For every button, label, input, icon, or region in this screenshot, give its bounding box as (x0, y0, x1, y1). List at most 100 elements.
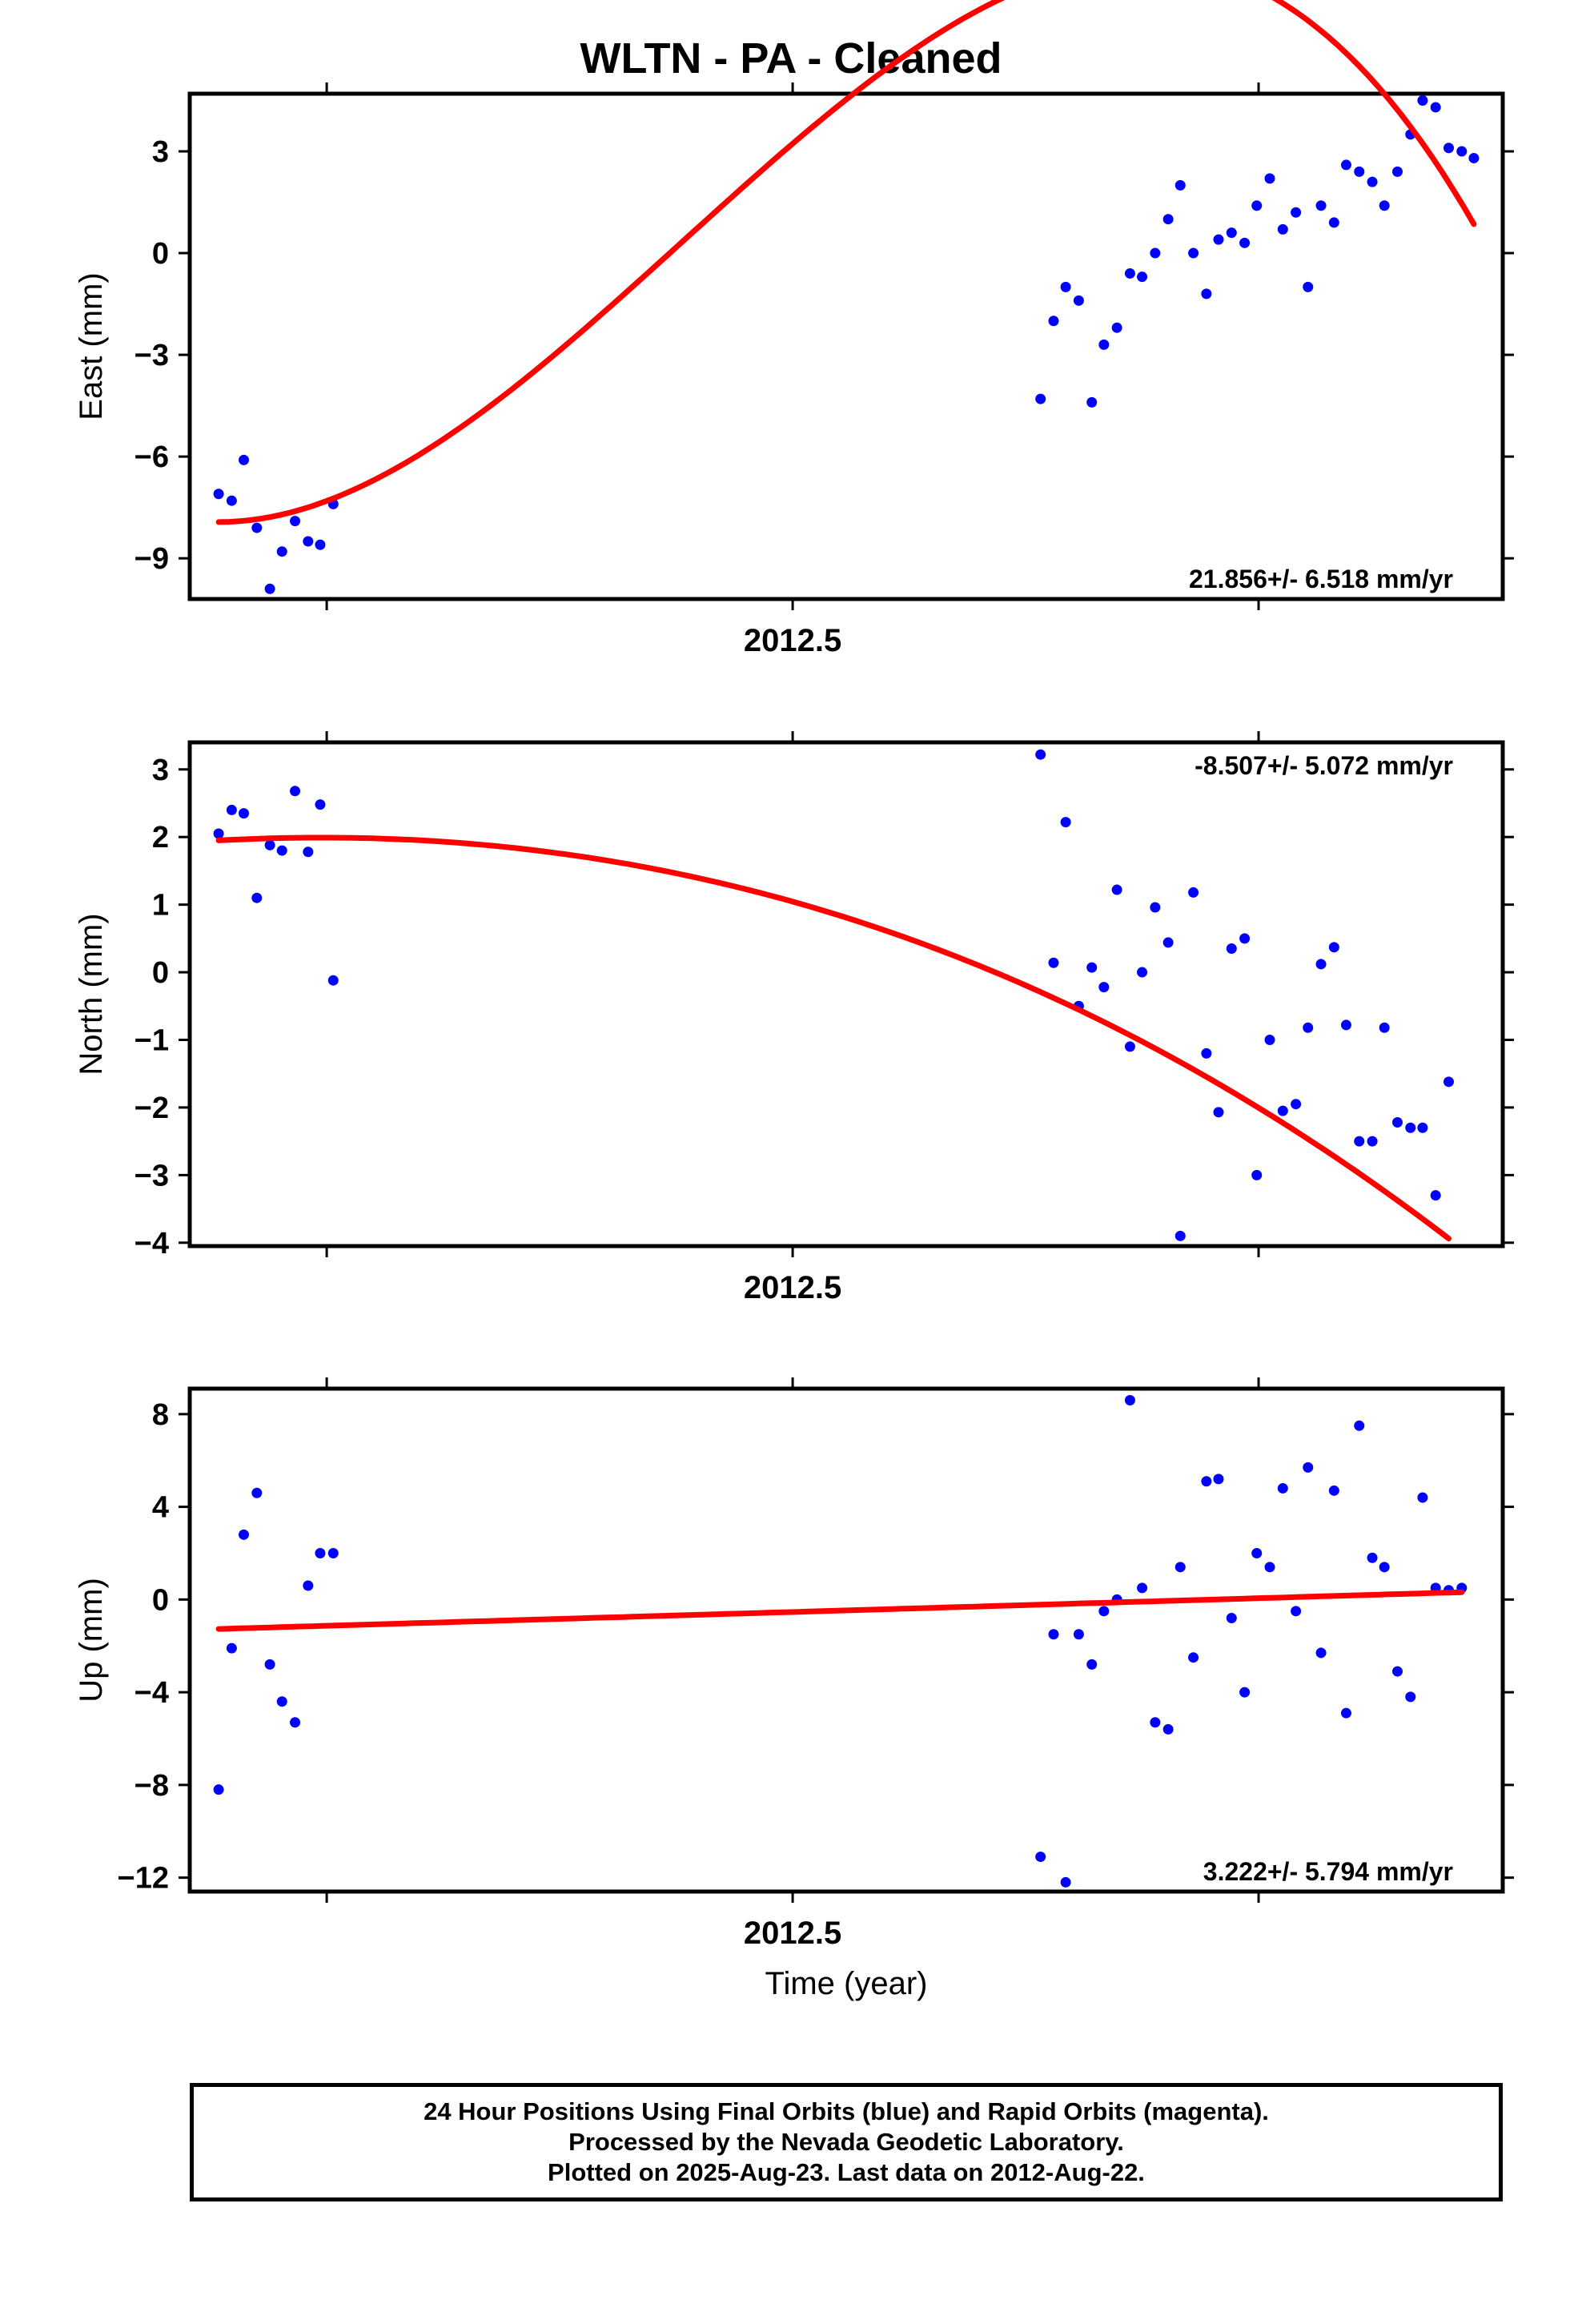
y-axis-label: East (mm) (74, 272, 109, 420)
data-point (1417, 1492, 1428, 1503)
data-point (303, 536, 314, 547)
data-point (1367, 1136, 1378, 1147)
data-point (1367, 176, 1378, 187)
data-point (1391, 1666, 1403, 1677)
y-tick-label: −1 (135, 1023, 169, 1057)
east-panel: 3 0 −3 −6 −9 2012.5 East (mm) 21.856+/- 6.518 m… (74, 0, 1514, 658)
data-point (1060, 281, 1071, 292)
x-tick-label: 2012.5 (744, 623, 841, 658)
data-point (1328, 942, 1339, 953)
data-point (1379, 200, 1390, 211)
page-title: WLTN - PA - Cleaned (580, 34, 1002, 82)
data-point (1264, 173, 1275, 184)
rate-label: -8.507+/- 5.072 mm/yr (1195, 751, 1453, 780)
y-tick-label: 8 (152, 1398, 169, 1432)
data-point (239, 454, 250, 465)
data-point (1277, 1482, 1288, 1494)
data-point (1315, 1647, 1327, 1659)
y-tick-label: 2 (152, 821, 169, 854)
data-point (1379, 1562, 1390, 1573)
data-point (1137, 271, 1148, 283)
data-point (1291, 1606, 1302, 1617)
data-point (1239, 237, 1251, 248)
data-point (1340, 159, 1351, 171)
data-point (1073, 295, 1084, 306)
data-point (1405, 1691, 1416, 1703)
data-point (1150, 1717, 1161, 1728)
data-point (1340, 1707, 1351, 1719)
data-point (1060, 1876, 1071, 1888)
data-point (1073, 1629, 1084, 1640)
data-point (1201, 288, 1212, 300)
y-tick-label: −3 (135, 339, 169, 372)
data-point (1162, 214, 1174, 225)
data-point (1468, 152, 1480, 163)
data-point (1277, 223, 1288, 235)
data-point (276, 546, 287, 557)
data-point (1443, 1076, 1454, 1088)
fit-line (215, 0, 1477, 525)
y-tick-label: 1 (152, 889, 169, 923)
y-tick-label: −4 (135, 1227, 169, 1261)
data-point (1251, 1169, 1263, 1180)
data-point (303, 846, 314, 858)
data-point (1201, 1047, 1212, 1059)
data-point (1137, 1582, 1148, 1594)
footer-line-2: Processed by the Nevada Geodetic Laborat… (568, 2128, 1124, 2156)
y-tick-label: −4 (135, 1676, 169, 1710)
data-point (1201, 1476, 1212, 1487)
data-point (1188, 247, 1199, 259)
data-point (1098, 982, 1110, 993)
data-point (1086, 962, 1098, 973)
data-point (303, 1580, 314, 1591)
data-point (1291, 1099, 1302, 1110)
data-point (1239, 1687, 1251, 1698)
data-point (1354, 166, 1365, 177)
y-axis-label: North (mm) (74, 913, 109, 1075)
y-tick-label: −9 (135, 542, 169, 576)
data-point (1443, 143, 1454, 154)
data-point (1174, 1230, 1186, 1241)
data-point (1328, 1485, 1339, 1496)
data-point (213, 828, 224, 839)
y-tick-label: −12 (118, 1862, 169, 1896)
data-point (1213, 1474, 1224, 1485)
data-point (239, 808, 250, 819)
data-point (1048, 957, 1059, 968)
data-point (1111, 322, 1122, 333)
footer-box: 24 Hour Positions Using Final Orbits (bl… (190, 2083, 1503, 2201)
rate-label: 3.222+/- 5.794 mm/yr (1203, 1857, 1453, 1886)
data-point (1354, 1420, 1365, 1431)
data-point (226, 495, 237, 506)
data-point (1303, 1462, 1314, 1473)
data-point (276, 845, 287, 856)
footer-line-3: Plotted on 2025-Aug-23. Last data on 201… (548, 2158, 1145, 2186)
footer-line-1: 24 Hour Positions Using Final Orbits (bl… (424, 2097, 1269, 2125)
data-point (1417, 94, 1428, 106)
data-point (1354, 1136, 1365, 1147)
data-point (1150, 247, 1161, 259)
data-point (1417, 1122, 1428, 1133)
y-tick-label: 0 (152, 956, 169, 990)
data-point (1035, 1852, 1046, 1863)
data-point (1367, 1552, 1378, 1563)
data-point (1137, 967, 1148, 978)
data-point (1035, 749, 1046, 760)
data-point (226, 804, 237, 815)
data-point (1391, 1116, 1403, 1128)
data-point (1124, 1041, 1135, 1052)
fit-line (215, 834, 1452, 1242)
y-tick-label: −3 (135, 1159, 169, 1192)
data-point (1430, 1190, 1441, 1201)
north-panel: 3 2 1 0 −1 −2 −3 −4 2012.5 North (mm) -8.507+/- 5.… (74, 731, 1514, 1305)
data-point (1226, 227, 1237, 239)
data-point (1162, 1723, 1174, 1735)
data-point (315, 799, 326, 810)
data-point (1430, 102, 1441, 113)
data-point (1150, 902, 1161, 913)
data-point (1226, 1613, 1237, 1624)
data-point (226, 1642, 237, 1654)
data-point (315, 1547, 326, 1558)
y-tick-label: −2 (135, 1092, 169, 1125)
y-tick-label: −8 (135, 1769, 169, 1803)
